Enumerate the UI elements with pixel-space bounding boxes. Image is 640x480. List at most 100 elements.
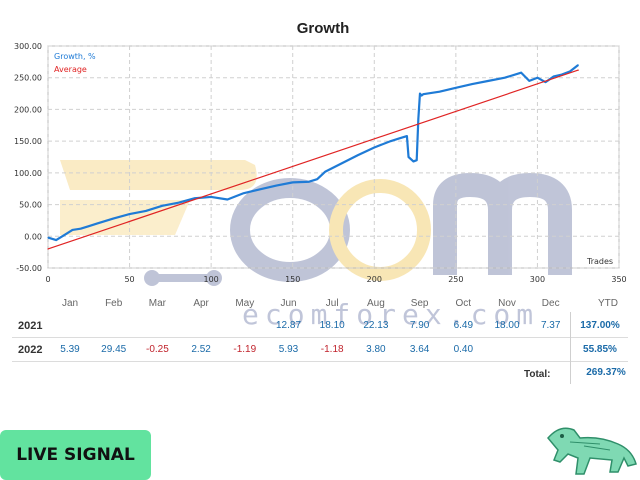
table-cell: 7.90 — [409, 320, 430, 331]
table-header-cell: Sep — [410, 297, 429, 309]
table-cell: 22.13 — [363, 320, 389, 331]
y-tick-label: 250.00 — [14, 74, 42, 83]
x-axis-label: Trades — [586, 257, 613, 266]
table-cell — [135, 314, 179, 337]
chart-series — [47, 64, 579, 250]
table-header-cell: Apr — [193, 297, 209, 309]
growth-point — [520, 72, 522, 74]
y-tick-label: -50.00 — [16, 264, 42, 273]
growth-point — [373, 146, 375, 149]
growth-point — [47, 236, 49, 239]
table-cell — [48, 314, 92, 337]
live-signal-button[interactable]: LIVE SIGNAL — [0, 430, 151, 480]
growth-point — [577, 64, 579, 66]
table-header-cell: YTD — [598, 297, 618, 309]
growth-point — [416, 159, 418, 161]
table-cell: 0.40 — [453, 344, 474, 355]
growth-point — [569, 70, 571, 72]
y-tick-label: 100.00 — [14, 169, 42, 178]
table-header-cell: Feb — [105, 297, 123, 309]
growth-point — [412, 160, 415, 163]
growth-point — [419, 92, 421, 95]
growth-chart: -50.00 0.00 50.00 100.00 150.00 200.00 250.00 3… — [14, 42, 627, 286]
growth-point — [438, 91, 441, 93]
table-row: 2022 5.39 29.45 -0.25 2.52 -1.19 5.93 -1.18 3.80… — [12, 338, 628, 362]
growth-point — [112, 217, 114, 220]
growth-point — [471, 83, 473, 85]
growth-point — [341, 162, 343, 164]
x-tick-label: 250 — [448, 275, 463, 284]
plot-frame — [47, 45, 620, 269]
growth-point — [71, 229, 74, 231]
growth-point — [544, 81, 547, 83]
table-cell — [223, 314, 267, 337]
watermark-text: ecomforex.com — [242, 298, 540, 331]
growth-point — [553, 75, 555, 78]
growth-point — [226, 198, 229, 201]
table-cell: 7.37 — [540, 320, 561, 331]
table-header-cell: Dec — [541, 297, 560, 309]
chart-grid — [47, 45, 620, 269]
table-cell: 29.45 — [101, 344, 127, 355]
table-header-cell: Jun — [280, 297, 297, 309]
growth-point — [88, 225, 90, 227]
table-cell — [179, 314, 223, 337]
legend-average: Average — [54, 65, 87, 74]
chart-legend: Growth, % Average — [54, 52, 96, 74]
table-header-cell: Oct — [455, 297, 472, 309]
table-year-cell: 2021 — [18, 319, 43, 332]
table-cell — [485, 338, 529, 361]
growth-point — [561, 73, 563, 76]
table-cell: 12.87 — [275, 320, 302, 331]
growth-point — [357, 154, 359, 156]
growth-point — [487, 80, 490, 82]
x-tick-label: 300 — [530, 275, 545, 284]
table-year-cell: 2022 — [18, 343, 43, 356]
table-cell: 18.00 — [494, 320, 520, 331]
x-axis-ticks: 0 50 100 150 200 250 300 350 — [45, 275, 626, 284]
growth-point — [324, 170, 326, 173]
y-tick-label: 300.00 — [14, 42, 42, 51]
y-tick-label: 50.00 — [19, 201, 42, 210]
total-value: 269.37% — [586, 367, 626, 378]
y-tick-label: 150.00 — [14, 137, 42, 146]
table-header-cell: May — [235, 297, 255, 309]
growth-point — [177, 202, 180, 204]
table-cell: -1.19 — [233, 344, 257, 355]
growth-point — [55, 239, 57, 241]
ytd-divider — [570, 312, 571, 384]
table-header-cell: Aug — [366, 297, 385, 309]
growth-point — [536, 77, 539, 79]
table-header-cell: Jul — [325, 297, 339, 309]
growth-point — [243, 192, 245, 194]
x-tick-label: 350 — [611, 275, 626, 284]
x-tick-label: 150 — [285, 275, 300, 284]
average-point — [577, 69, 579, 71]
y-tick-label: 200.00 — [14, 105, 42, 114]
table-cell: 5.39 — [60, 344, 80, 355]
growth-point — [80, 228, 82, 230]
table-cell: -0.25 — [145, 344, 169, 355]
growth-point — [528, 80, 530, 82]
table-cell: 5.93 — [278, 344, 299, 355]
table-ytd-cell: 137.00% — [580, 320, 620, 331]
table-cell: 2.52 — [191, 344, 211, 355]
growth-point — [455, 87, 457, 89]
table-row: 2021 12.87 18.10 22.13 7.90 6.49 18.00 7.37 137.… — [12, 314, 628, 338]
growth-point — [96, 223, 98, 225]
table-ytd-cell: 55.85% — [583, 344, 617, 355]
growth-line — [47, 64, 579, 242]
monthly-returns-table: Jan Feb Mar Apr May Jun Jul Aug Sep Oct Nov Dec YTD … — [12, 292, 628, 384]
growth-point — [210, 196, 212, 198]
table-cell: -1.18 — [320, 344, 344, 355]
total-label: Total: — [524, 369, 551, 380]
y-tick-label: 0.00 — [24, 232, 42, 241]
table-header-row: Jan Feb Mar Apr May Jun Jul Aug Sep Oct Nov Dec YTD — [12, 292, 628, 314]
table-cell: 6.49 — [453, 320, 474, 331]
growth-point — [406, 135, 408, 137]
growth-point — [398, 138, 400, 140]
chart-title: Growth — [296, 20, 350, 37]
y-axis-ticks: -50.00 0.00 50.00 100.00 150.00 200.00 250.00 3… — [14, 42, 42, 273]
growth-point — [420, 94, 423, 97]
ecom-logo-watermark — [60, 160, 572, 286]
